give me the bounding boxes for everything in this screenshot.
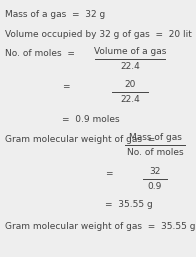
Text: 22.4: 22.4 xyxy=(120,62,140,71)
Text: =  35.55 g: = 35.55 g xyxy=(105,200,153,209)
Text: 0.9: 0.9 xyxy=(148,182,162,191)
Text: Gram molecular weight of gas  =: Gram molecular weight of gas = xyxy=(5,135,155,144)
Text: 22.4: 22.4 xyxy=(120,95,140,104)
Text: Mass of gas: Mass of gas xyxy=(129,133,181,142)
Text: =: = xyxy=(105,170,113,179)
Text: 32: 32 xyxy=(149,167,161,176)
Text: =  0.9 moles: = 0.9 moles xyxy=(62,115,120,124)
Text: Mass of a gas  =  32 g: Mass of a gas = 32 g xyxy=(5,10,105,19)
Text: Gram molecular weight of gas  =  35.55 g.: Gram molecular weight of gas = 35.55 g. xyxy=(5,222,196,231)
Text: Volume occupied by 32 g of gas  =  20 lit: Volume occupied by 32 g of gas = 20 lit xyxy=(5,30,192,39)
Text: No. of moles: No. of moles xyxy=(127,148,183,157)
Text: Volume of a gas: Volume of a gas xyxy=(94,47,166,56)
Text: 20: 20 xyxy=(124,80,136,89)
Text: =: = xyxy=(62,82,70,91)
Text: No. of moles  =: No. of moles = xyxy=(5,50,75,59)
